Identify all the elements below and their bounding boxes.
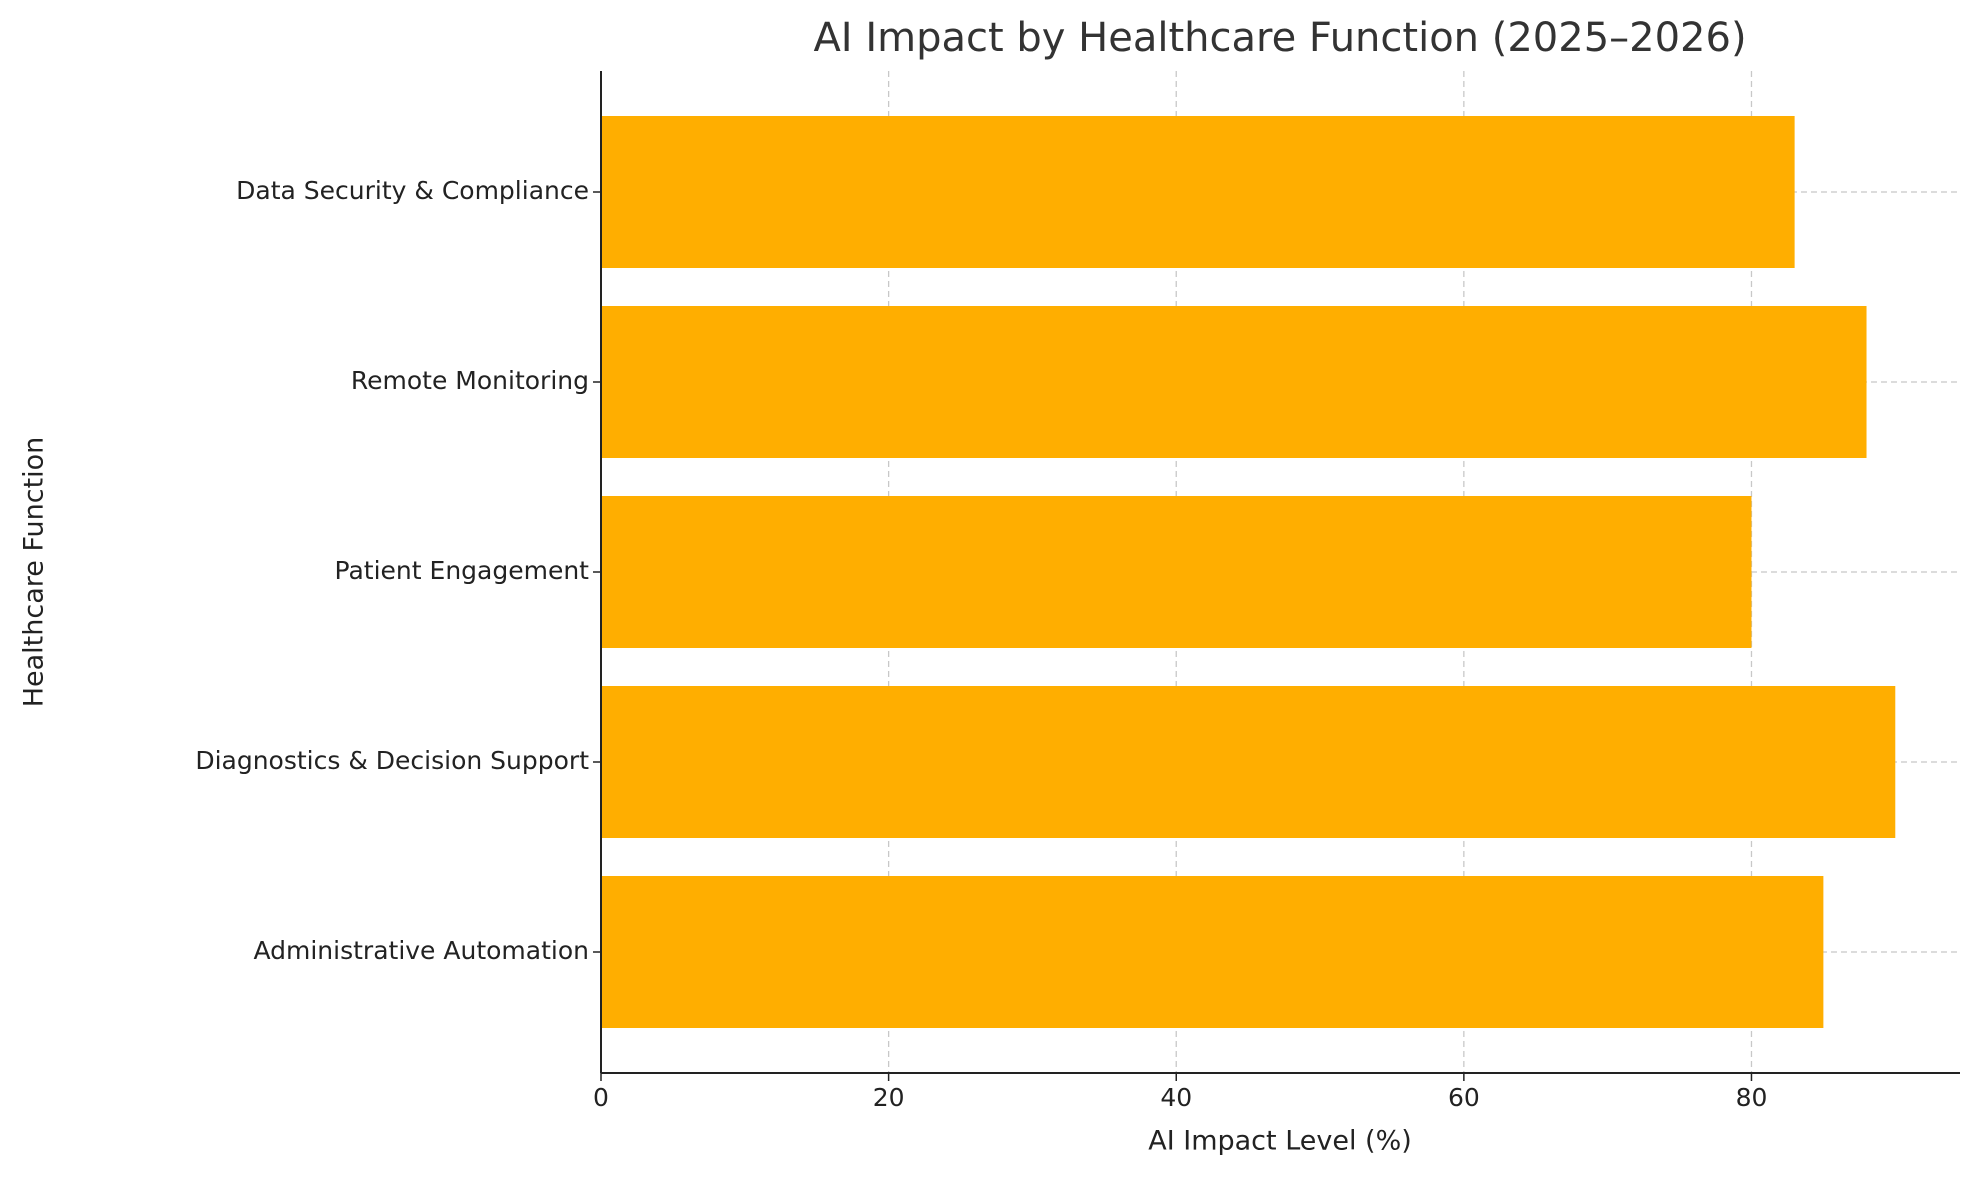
bar: [601, 876, 1824, 1028]
y-axis-label: Healthcare Function: [19, 437, 50, 708]
bar: [601, 686, 1896, 838]
axes: 0 20 40 60 80 Administrative Automation Diagno…: [195, 71, 1960, 1112]
chart-title: AI Impact by Healthcare Function (2025–2…: [813, 15, 1746, 61]
x-tick-label: 0: [593, 1083, 609, 1112]
y-tick-label: Diagnostics & Decision Support: [195, 746, 589, 775]
x-tick-label: 20: [873, 1083, 905, 1112]
x-tick-label: 60: [1448, 1083, 1480, 1112]
bar: [601, 116, 1795, 268]
x-axis-label: AI Impact Level (%): [1148, 1126, 1412, 1157]
y-tick-label: Data Security & Compliance: [236, 176, 589, 205]
bars: [601, 116, 1896, 1028]
bar: [601, 306, 1867, 458]
x-tick-label: 40: [1160, 1083, 1192, 1112]
y-tick-label: Patient Engagement: [335, 556, 590, 585]
y-tick-label: Remote Monitoring: [351, 366, 589, 395]
bar: [601, 496, 1752, 648]
y-tick-label: Administrative Automation: [253, 936, 589, 965]
x-tick-label: 80: [1736, 1083, 1768, 1112]
